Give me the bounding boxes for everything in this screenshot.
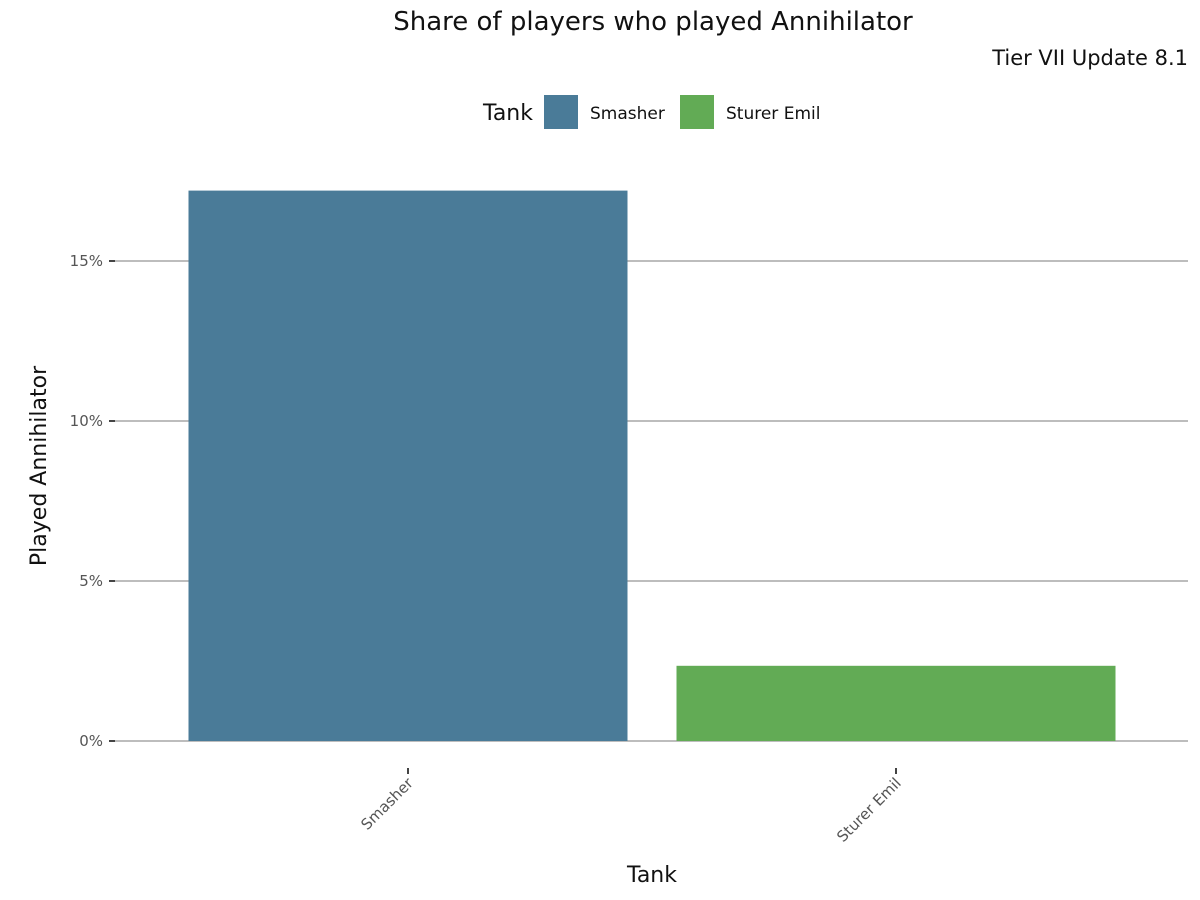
bar-sturer-emil bbox=[676, 665, 1116, 741]
x-tick-label: Sturer Emil bbox=[833, 774, 905, 846]
x-tick-label: Smasher bbox=[357, 774, 417, 834]
legend-label-sturer-emil: Sturer Emil bbox=[726, 104, 820, 124]
x-axis-title: Tank bbox=[626, 863, 677, 888]
legend-title: Tank bbox=[482, 101, 533, 126]
bar-smasher bbox=[188, 190, 628, 742]
y-tick-label: 0% bbox=[79, 732, 103, 750]
y-tick-label: 10% bbox=[70, 412, 103, 430]
legend-swatch-smasher bbox=[544, 95, 578, 129]
bars bbox=[188, 190, 1116, 742]
y-tick-label: 15% bbox=[70, 252, 103, 270]
legend: Tank Smasher Sturer Emil bbox=[482, 95, 820, 129]
legend-label-smasher: Smasher bbox=[590, 104, 665, 124]
chart-subtitle: Tier VII Update 8.1 bbox=[991, 46, 1188, 70]
y-tick-label: 5% bbox=[79, 572, 103, 590]
y-axis-title: Played Annihilator bbox=[27, 365, 52, 566]
chart-title: Share of players who played Annihilator bbox=[393, 7, 913, 37]
legend-swatch-sturer-emil bbox=[680, 95, 714, 129]
